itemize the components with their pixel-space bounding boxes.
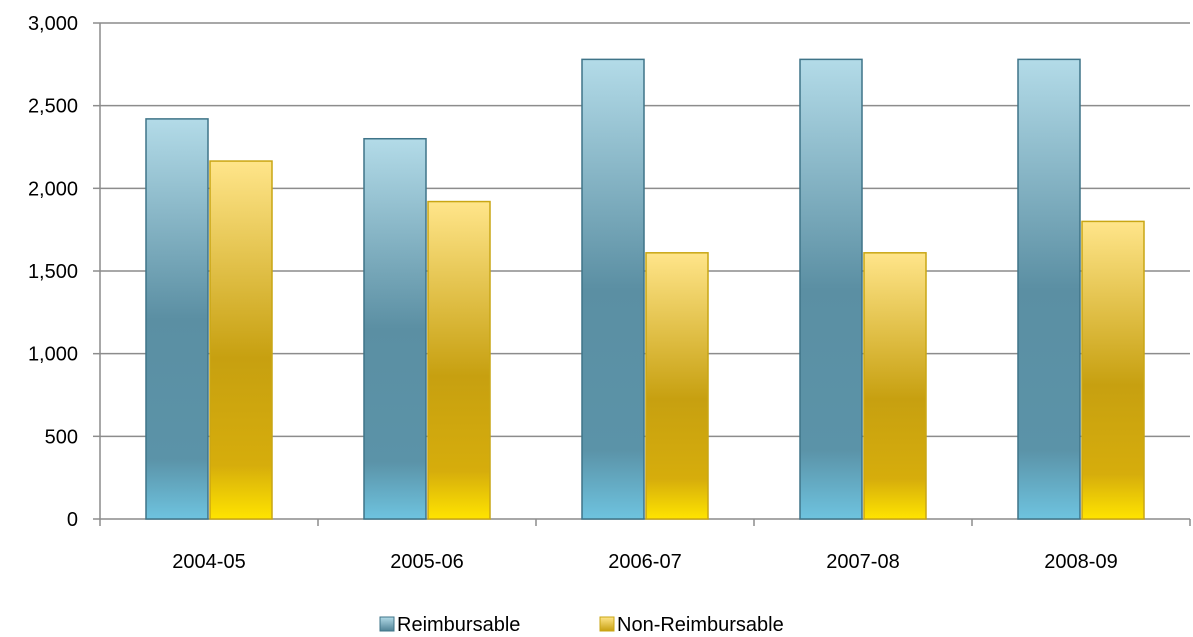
x-tick-label: 2006-07 xyxy=(608,551,681,573)
bar-non-reimbursable xyxy=(427,200,491,520)
bar-reimbursable xyxy=(1017,58,1081,520)
bar-reimbursable xyxy=(799,58,863,520)
legend-label-reimbursable: Reimbursable xyxy=(397,614,520,636)
bar-reimbursable xyxy=(145,118,209,520)
legend-swatch-reimbursable xyxy=(379,616,395,632)
legend-label-non-reimbursable: Non-Reimbursable xyxy=(617,614,784,636)
y-tick-label: 500 xyxy=(45,426,78,448)
gridlines xyxy=(100,22,1190,438)
bar-non-reimbursable xyxy=(1081,220,1145,520)
y-tick-label: 2,500 xyxy=(28,96,78,118)
x-tick-label: 2005-06 xyxy=(390,551,463,573)
legend: Reimbursable Non-Reimbursable xyxy=(379,614,784,636)
y-tick-label: 0 xyxy=(67,509,78,531)
x-tick-label: 2008-09 xyxy=(1044,551,1117,573)
y-tick-label: 2,000 xyxy=(28,178,78,200)
x-tick-label: 2007-08 xyxy=(826,551,899,573)
y-tick-label: 3,000 xyxy=(28,13,78,35)
axes xyxy=(93,22,1191,526)
legend-swatch-non-reimbursable xyxy=(599,616,615,632)
bar-non-reimbursable xyxy=(209,160,273,520)
bar-non-reimbursable xyxy=(863,252,927,520)
y-tick-labels: 0 500 1,000 1,500 2,000 2,500 3,000 xyxy=(28,13,78,531)
bar-non-reimbursable xyxy=(645,252,709,520)
x-tick-labels: 2004-05 2005-06 2006-07 2007-08 2008-09 xyxy=(172,551,1117,573)
y-tick-label: 1,500 xyxy=(28,261,78,283)
bar-reimbursable xyxy=(363,137,427,520)
bars xyxy=(145,58,1145,520)
y-tick-label: 1,000 xyxy=(28,344,78,366)
x-tick-label: 2004-05 xyxy=(172,551,245,573)
bar-reimbursable xyxy=(581,58,645,520)
